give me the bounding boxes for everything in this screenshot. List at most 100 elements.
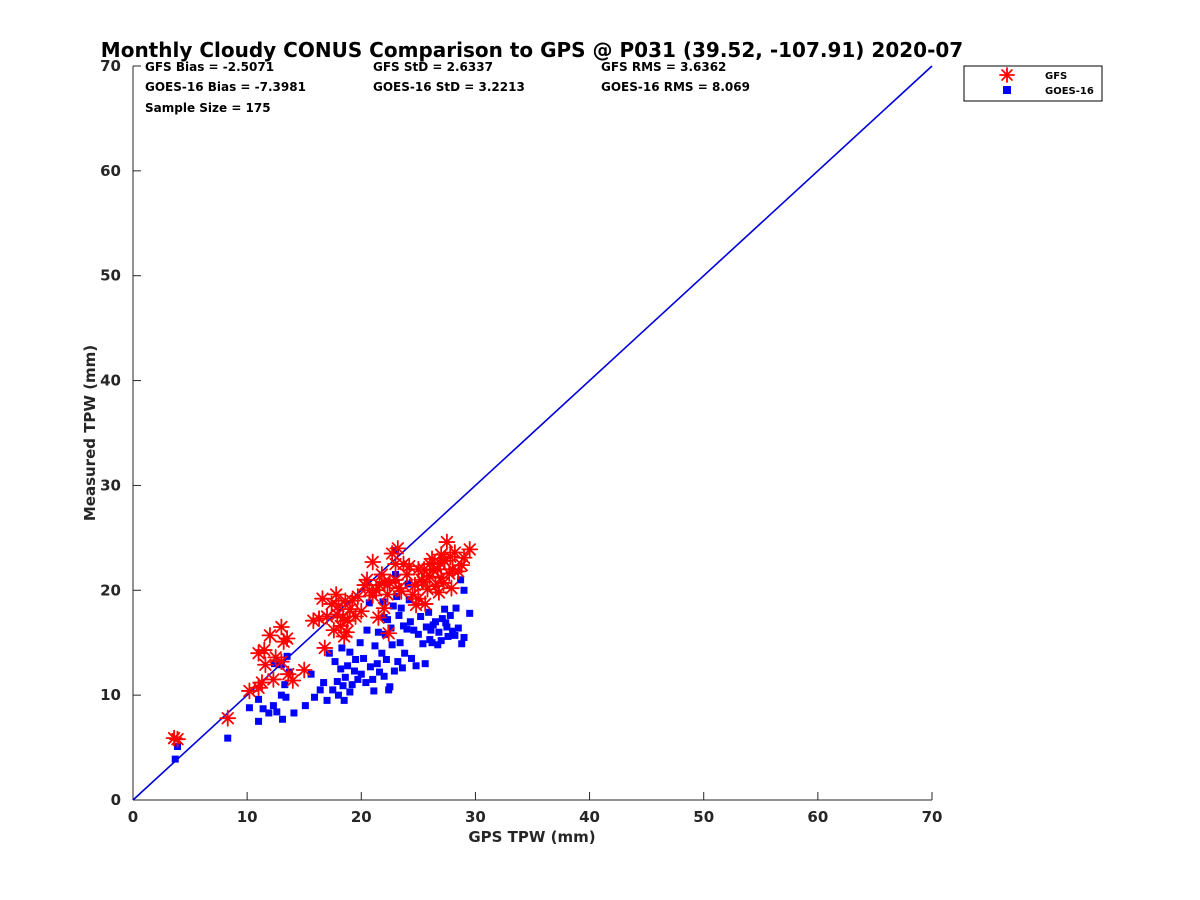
goes16-point <box>457 576 465 584</box>
axis-ticks: 0 10 20 30 40 50 60 70 0 10 20 30 40 50 60 70 <box>100 57 942 826</box>
goes16-point <box>451 631 459 639</box>
gfs-point <box>272 618 290 636</box>
x-tick-label: 30 <box>465 808 486 826</box>
goes16-point <box>316 686 324 694</box>
gfs-point <box>352 602 370 620</box>
goes16-point <box>427 626 435 634</box>
goes16-point <box>338 644 346 652</box>
goes16-point <box>404 580 412 588</box>
legend-gfs-asterisk <box>999 67 1015 83</box>
gfs-point <box>380 624 398 642</box>
goes16-point <box>437 637 445 645</box>
goes16-point <box>417 613 425 620</box>
goes16-point <box>466 609 474 617</box>
gfs-point <box>255 641 273 659</box>
x-tick-label: 40 <box>579 808 600 826</box>
goes16-point <box>412 662 420 670</box>
goes16-point <box>419 640 427 648</box>
goes16-point <box>352 655 360 663</box>
legend-gfs-label: GFS <box>1045 71 1067 82</box>
gfs-point <box>278 630 296 647</box>
goes16-point <box>431 618 439 626</box>
goes-bias-text: GOES-16 Bias = -7.3981 <box>145 80 306 94</box>
x-tick-label: 60 <box>807 808 828 826</box>
gfs-point <box>318 608 336 625</box>
goes16-point <box>443 623 451 631</box>
goes16-point <box>307 670 315 678</box>
y-tick-label: 70 <box>100 57 121 75</box>
goes-rms-text: GOES-16 RMS = 8.069 <box>601 80 750 94</box>
goes16-point <box>320 679 328 687</box>
goes16-point <box>452 604 460 612</box>
gfs-point <box>424 561 442 579</box>
goes16-point <box>282 693 290 701</box>
goes16-point <box>360 654 368 662</box>
goes16-point <box>421 660 429 668</box>
gfs-point <box>392 582 410 600</box>
goes16-point <box>408 654 416 662</box>
goes16-point <box>442 619 450 627</box>
goes16-point <box>390 667 398 675</box>
gfs-point <box>264 671 282 688</box>
gfs-point <box>257 656 274 674</box>
goes16-point <box>290 709 298 717</box>
goes16-point <box>428 639 436 647</box>
goes16-point <box>410 626 418 634</box>
goes16-point <box>441 605 449 613</box>
goes16-point <box>405 596 413 604</box>
goes16-point <box>398 664 406 672</box>
gfs-rms-text: GFS RMS = 3.6362 <box>601 60 726 74</box>
gfs-point <box>379 586 396 603</box>
goes16-point <box>357 670 365 678</box>
gfs-bias-text: GFS Bias = -2.5071 <box>145 60 274 74</box>
gfs-point <box>389 539 407 557</box>
goes16-point <box>401 649 409 657</box>
gfs-point <box>414 573 432 591</box>
goes16-point <box>279 715 287 723</box>
y-axis-label: Measured TPW (mm) <box>81 345 99 521</box>
gfs-point <box>279 665 297 683</box>
gfs-point <box>295 661 313 679</box>
goes16-point <box>382 655 390 663</box>
data-points <box>165 533 479 763</box>
y-tick-label: 0 <box>111 791 121 809</box>
goes16-point <box>366 663 374 671</box>
gfs-std-text: GFS StD = 2.6337 <box>373 60 493 74</box>
goes16-point <box>380 672 388 680</box>
sample-size-text: Sample Size = 175 <box>145 101 271 115</box>
goes16-point <box>381 630 389 638</box>
y-tick-label: 10 <box>100 686 121 704</box>
goes16-point <box>376 668 384 676</box>
gfs-point <box>407 596 425 614</box>
goes16-point <box>369 675 377 683</box>
goes16-point <box>301 702 309 710</box>
gfs-point <box>169 730 186 748</box>
goes16-point <box>414 630 422 638</box>
goes-std-text: GOES-16 StD = 3.2213 <box>373 80 525 94</box>
gfs-point <box>358 571 376 589</box>
x-tick-label: 50 <box>693 808 714 826</box>
goes16-point <box>406 618 414 626</box>
goes16-point <box>434 641 442 649</box>
goes16-point <box>365 599 373 607</box>
goes16-point <box>348 681 356 689</box>
goes16-point <box>394 658 402 666</box>
gfs-point <box>431 554 449 572</box>
goes16-point <box>386 683 394 691</box>
gfs-point <box>261 626 279 644</box>
gfs-point <box>338 623 355 641</box>
goes16-point <box>460 633 468 641</box>
gfs-point <box>349 588 367 605</box>
goes16-point <box>400 622 408 630</box>
goes16-point <box>224 734 232 742</box>
goes16-point <box>425 608 433 616</box>
y-tick-label: 50 <box>100 267 121 285</box>
goes16-point <box>379 598 387 606</box>
goes16-point <box>337 665 345 673</box>
goes16-point <box>339 682 347 690</box>
gfs-point <box>316 639 334 657</box>
gfs-point <box>284 672 302 689</box>
legend-goes-label: GOES-16 <box>1045 86 1094 97</box>
goes16-point <box>374 628 382 636</box>
